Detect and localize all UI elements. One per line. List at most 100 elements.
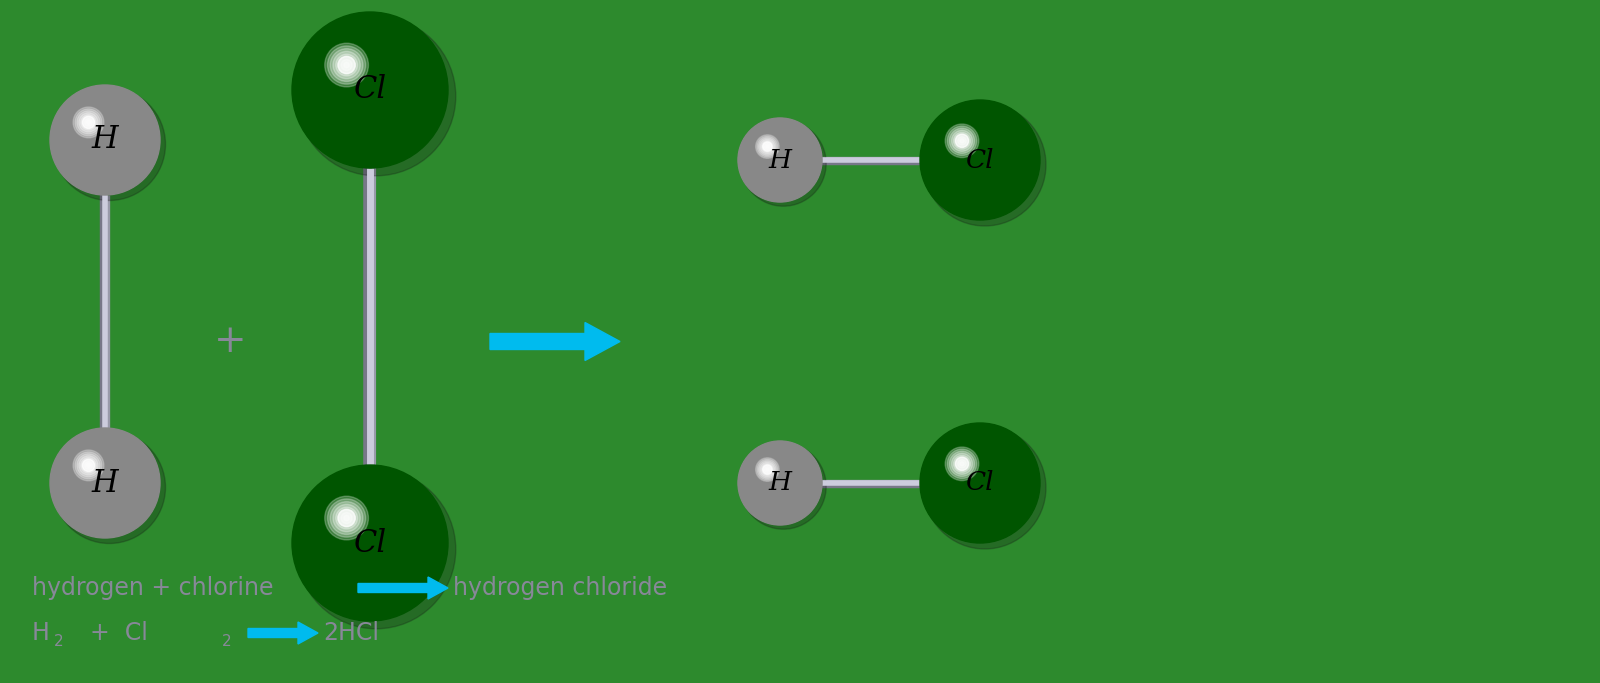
Circle shape <box>766 146 794 174</box>
Circle shape <box>758 138 776 155</box>
Circle shape <box>96 475 114 491</box>
Circle shape <box>355 529 384 557</box>
Text: hydrogen chloride: hydrogen chloride <box>453 576 667 600</box>
Circle shape <box>966 146 994 173</box>
Circle shape <box>755 458 805 507</box>
Circle shape <box>341 61 400 120</box>
Circle shape <box>312 484 429 602</box>
Circle shape <box>62 440 149 527</box>
Circle shape <box>64 443 146 524</box>
Circle shape <box>302 22 438 158</box>
Circle shape <box>947 128 1013 192</box>
Circle shape <box>941 443 1019 522</box>
Circle shape <box>322 41 419 139</box>
Circle shape <box>758 139 802 182</box>
Circle shape <box>768 471 792 496</box>
Circle shape <box>746 449 814 516</box>
Circle shape <box>954 133 970 149</box>
Circle shape <box>738 118 822 202</box>
Circle shape <box>96 131 114 149</box>
Circle shape <box>59 94 150 186</box>
Circle shape <box>950 130 1010 189</box>
Circle shape <box>75 110 136 170</box>
Circle shape <box>754 458 806 509</box>
Circle shape <box>93 471 117 495</box>
Circle shape <box>323 497 416 590</box>
Circle shape <box>739 120 821 200</box>
Circle shape <box>971 152 989 168</box>
Circle shape <box>962 141 998 179</box>
Circle shape <box>776 156 784 164</box>
Circle shape <box>56 434 154 532</box>
Circle shape <box>67 445 142 521</box>
Circle shape <box>957 459 1005 507</box>
Circle shape <box>347 520 392 566</box>
Circle shape <box>750 454 810 512</box>
Circle shape <box>59 438 150 529</box>
Circle shape <box>979 158 981 161</box>
Circle shape <box>971 151 989 169</box>
Circle shape <box>746 126 814 193</box>
Circle shape <box>61 96 150 184</box>
Circle shape <box>742 123 818 197</box>
Circle shape <box>333 53 406 127</box>
Circle shape <box>82 117 128 163</box>
Circle shape <box>301 20 440 159</box>
Circle shape <box>771 475 789 491</box>
Circle shape <box>739 442 821 524</box>
Circle shape <box>342 63 397 117</box>
Circle shape <box>51 85 160 194</box>
Circle shape <box>298 17 443 163</box>
Circle shape <box>349 522 390 563</box>
Circle shape <box>746 126 814 194</box>
Circle shape <box>293 13 446 167</box>
Circle shape <box>322 42 418 138</box>
Circle shape <box>760 139 774 154</box>
Circle shape <box>58 436 152 530</box>
Circle shape <box>768 148 792 173</box>
Circle shape <box>328 499 366 537</box>
Circle shape <box>357 530 382 556</box>
Circle shape <box>80 458 131 508</box>
Circle shape <box>960 464 1000 503</box>
Circle shape <box>773 152 787 167</box>
Circle shape <box>739 119 821 201</box>
Circle shape <box>96 132 114 148</box>
Text: H: H <box>32 621 50 645</box>
Circle shape <box>344 518 395 568</box>
Circle shape <box>771 473 789 492</box>
Circle shape <box>746 126 814 195</box>
Circle shape <box>958 138 1002 182</box>
Circle shape <box>766 470 794 496</box>
Circle shape <box>936 117 1024 204</box>
Circle shape <box>72 107 139 173</box>
Circle shape <box>360 533 379 553</box>
Circle shape <box>51 86 158 193</box>
Circle shape <box>760 140 800 180</box>
Circle shape <box>765 466 770 473</box>
Circle shape <box>933 436 1027 529</box>
Circle shape <box>333 506 406 580</box>
Circle shape <box>763 466 797 500</box>
Circle shape <box>760 463 800 503</box>
Circle shape <box>946 126 1014 194</box>
Circle shape <box>91 469 118 497</box>
Circle shape <box>302 23 437 157</box>
Circle shape <box>339 512 402 574</box>
Circle shape <box>752 133 808 187</box>
Circle shape <box>968 148 992 173</box>
Circle shape <box>74 107 104 138</box>
Circle shape <box>762 141 798 178</box>
Circle shape <box>971 475 989 491</box>
Circle shape <box>307 27 434 154</box>
Circle shape <box>755 135 779 158</box>
Circle shape <box>355 74 386 106</box>
Circle shape <box>320 492 421 594</box>
Circle shape <box>770 473 790 494</box>
Circle shape <box>296 16 456 176</box>
Text: 2: 2 <box>54 634 64 648</box>
Circle shape <box>942 122 1018 198</box>
Circle shape <box>765 467 795 499</box>
Circle shape <box>98 133 112 148</box>
Circle shape <box>765 145 795 176</box>
